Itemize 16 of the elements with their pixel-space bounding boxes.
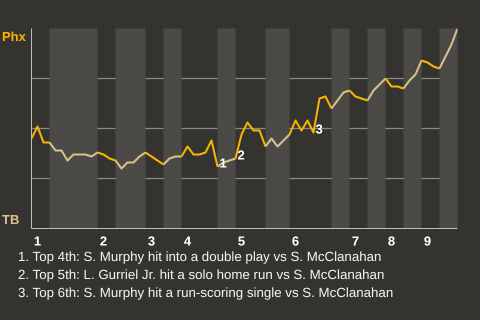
- x-tick-label: 7: [352, 234, 360, 248]
- x-tick-label: 1: [34, 234, 42, 248]
- text: TB: [2, 211, 20, 229]
- x-tick-label: 5: [238, 234, 246, 248]
- annotation: 3: [316, 122, 323, 136]
- x-tick-label: 8: [388, 234, 396, 248]
- x-tick-label: 9: [424, 234, 432, 248]
- annotation: 2: [238, 148, 245, 162]
- text: 2. Top 5th: L. Gurriel Jr. hit a solo home run vs S. McClanahan: [18, 266, 386, 284]
- x-tick-label: 2: [100, 234, 108, 248]
- text: 1. Top 4th: S. Murphy hit into a double play vs S. McClanahan: [18, 248, 382, 266]
- x-tick-label: 4: [184, 234, 192, 248]
- x-tick-label: 6: [292, 234, 300, 248]
- text: 3. Top 6th: S. Murphy hit a run-scoring single vs S. McClanahan: [18, 284, 394, 302]
- text: Phx: [2, 28, 26, 46]
- x-tick-label: 3: [148, 234, 156, 248]
